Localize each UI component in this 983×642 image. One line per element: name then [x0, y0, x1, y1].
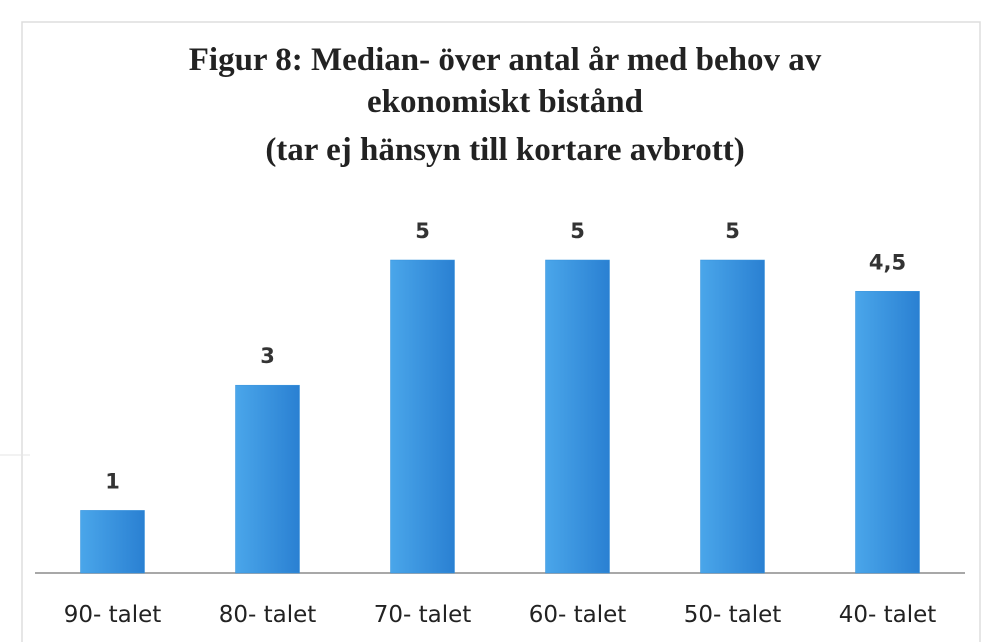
bar — [545, 259, 610, 574]
value-label: 3 — [260, 344, 275, 368]
bar — [390, 259, 455, 574]
chart-title: ekonomiskt bistånd — [367, 84, 643, 120]
bar — [700, 259, 765, 574]
value-label: 1 — [105, 469, 120, 493]
x-tick-label: 50- talet — [684, 602, 782, 628]
bar — [855, 291, 920, 574]
x-tick-label: 70- talet — [374, 602, 472, 628]
x-tick-label: 80- talet — [219, 602, 317, 628]
value-label: 5 — [415, 219, 430, 243]
x-tick-label: 40- talet — [839, 602, 937, 628]
value-label: 5 — [725, 219, 740, 243]
chart-title: Figur 8: Median- över antal år med behov… — [189, 42, 822, 78]
x-tick-label: 90- talet — [64, 602, 162, 628]
bar — [235, 384, 300, 574]
x-tick-label: 60- talet — [529, 602, 627, 628]
bar — [80, 510, 145, 574]
chart-title: (tar ej hänsyn till kortare avbrott) — [265, 132, 744, 168]
value-label: 5 — [570, 219, 585, 243]
value-label: 4,5 — [869, 250, 906, 274]
chart-frame — [21, 21, 981, 642]
